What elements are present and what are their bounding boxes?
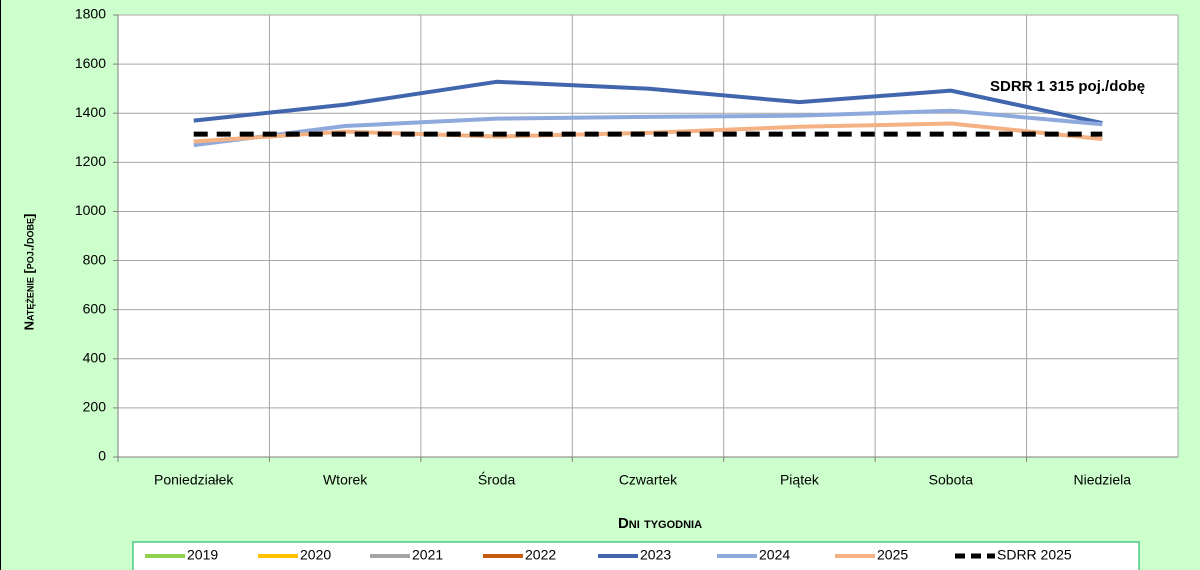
y-tick-label: 1800 [75, 6, 106, 22]
y-tick-label: 200 [83, 399, 107, 415]
y-tick-label: 1600 [75, 55, 106, 71]
series-line [193, 79, 1103, 125]
y-tick-label: 1400 [75, 104, 106, 120]
x-tick-label: Poniedziałek [154, 472, 234, 488]
y-tick-label: 1200 [75, 153, 106, 169]
legend-label: 2020 [300, 547, 331, 563]
y-tick-label: 600 [83, 300, 107, 316]
x-axis-label: Dni tygodnia [618, 515, 702, 532]
legend-label: 2024 [759, 547, 790, 563]
y-axis-label: Natężenie [poj./dobę] [21, 214, 36, 331]
y-tick-label: 1000 [75, 202, 106, 218]
legend-label: 2025 [877, 547, 908, 563]
x-tick-label: Piątek [780, 472, 820, 488]
series-line [193, 108, 1103, 148]
x-tick-label: Środa [478, 471, 516, 488]
x-tick-label: Wtorek [323, 472, 368, 488]
legend-label: 2019 [187, 547, 218, 563]
x-tick-label: Czwartek [619, 472, 678, 488]
legend-label: 2021 [412, 547, 443, 563]
x-tick-label: Niedziela [1073, 472, 1131, 488]
legend-label: 2023 [640, 547, 671, 563]
y-tick-label: 0 [98, 448, 106, 464]
y-tick-label: 400 [83, 349, 107, 365]
x-tick-label: Sobota [929, 472, 974, 488]
y-tick-label: 800 [83, 251, 107, 267]
annotation: SDRR 1 315 poj./dobę [990, 78, 1145, 95]
legend-label: SDRR 2025 [997, 547, 1072, 563]
legend-label: 2022 [525, 547, 556, 563]
